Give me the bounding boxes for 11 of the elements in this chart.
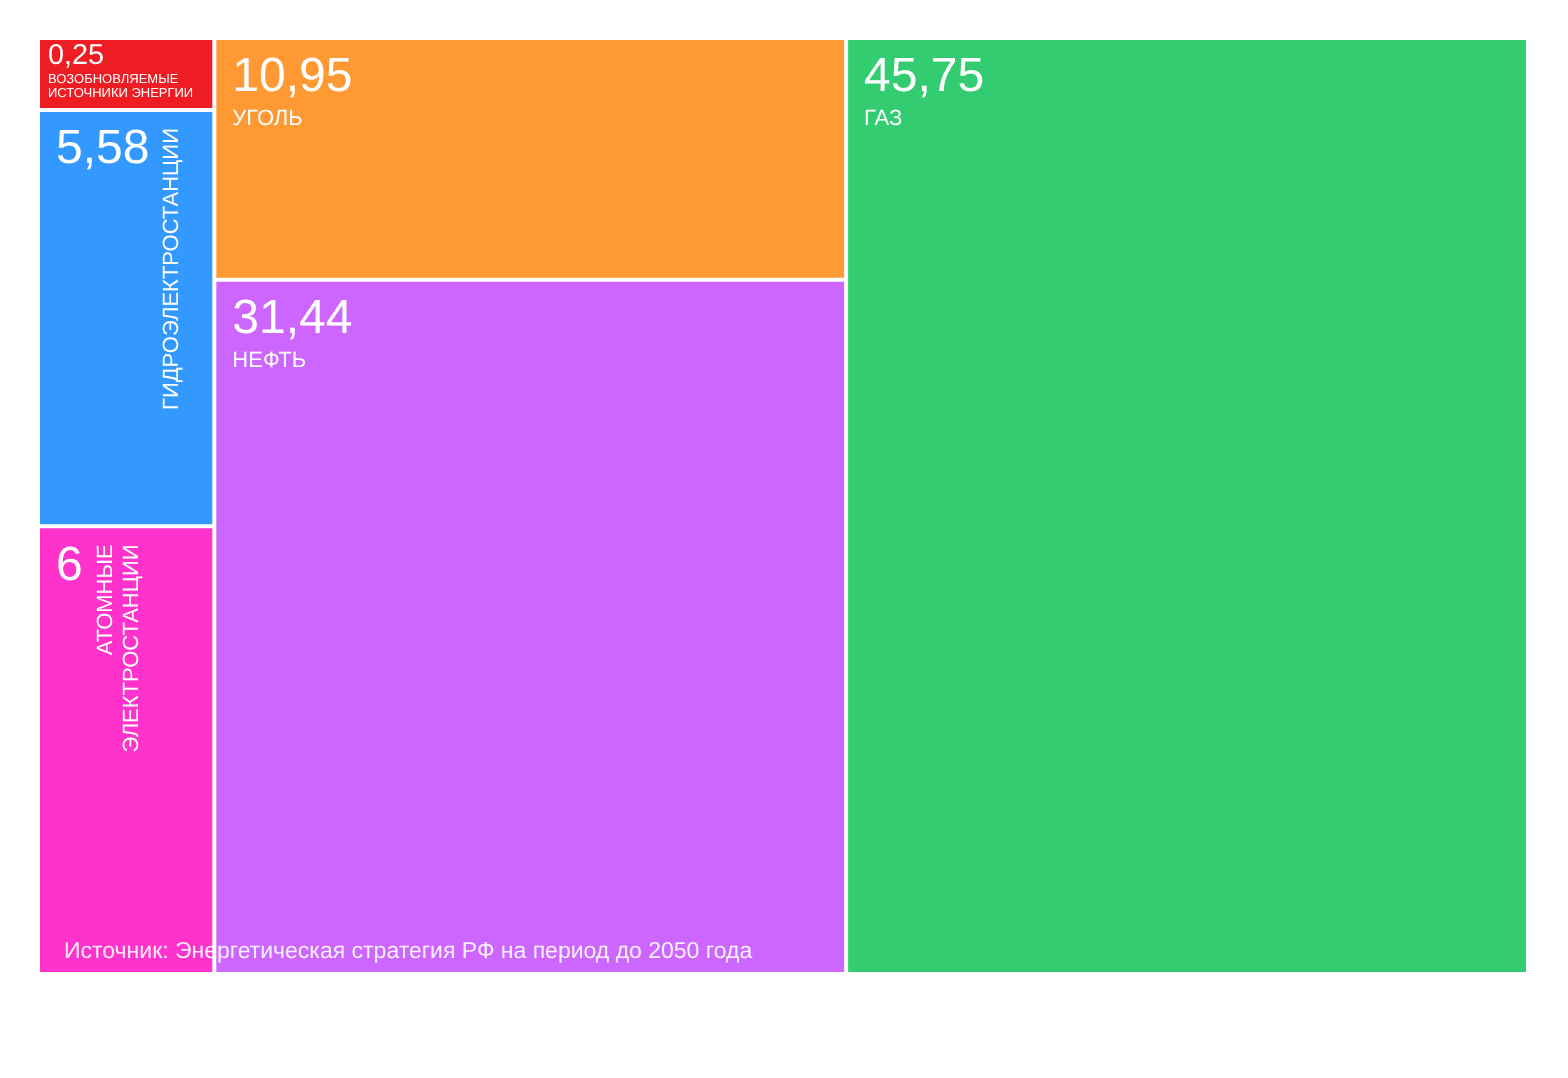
- category-label: АТОМНЫЕ ЭЛЕКТРОСТАНЦИИ: [93, 544, 145, 753]
- category-label: УГОЛЬ: [232, 107, 303, 132]
- data-label: 5,58: [56, 121, 150, 176]
- data-label: 6: [56, 537, 83, 592]
- category-label: НЕФТЬ: [232, 348, 307, 373]
- data-label: 10,95: [232, 49, 353, 104]
- data-label: 31,44: [232, 291, 353, 346]
- data-label: 0,25: [48, 40, 105, 73]
- category-label: ГИДРОЭЛЕКТРОСТАНЦИИ: [160, 128, 185, 411]
- category-label: ГАЗ: [864, 107, 903, 132]
- data-label: 45,75: [864, 49, 985, 104]
